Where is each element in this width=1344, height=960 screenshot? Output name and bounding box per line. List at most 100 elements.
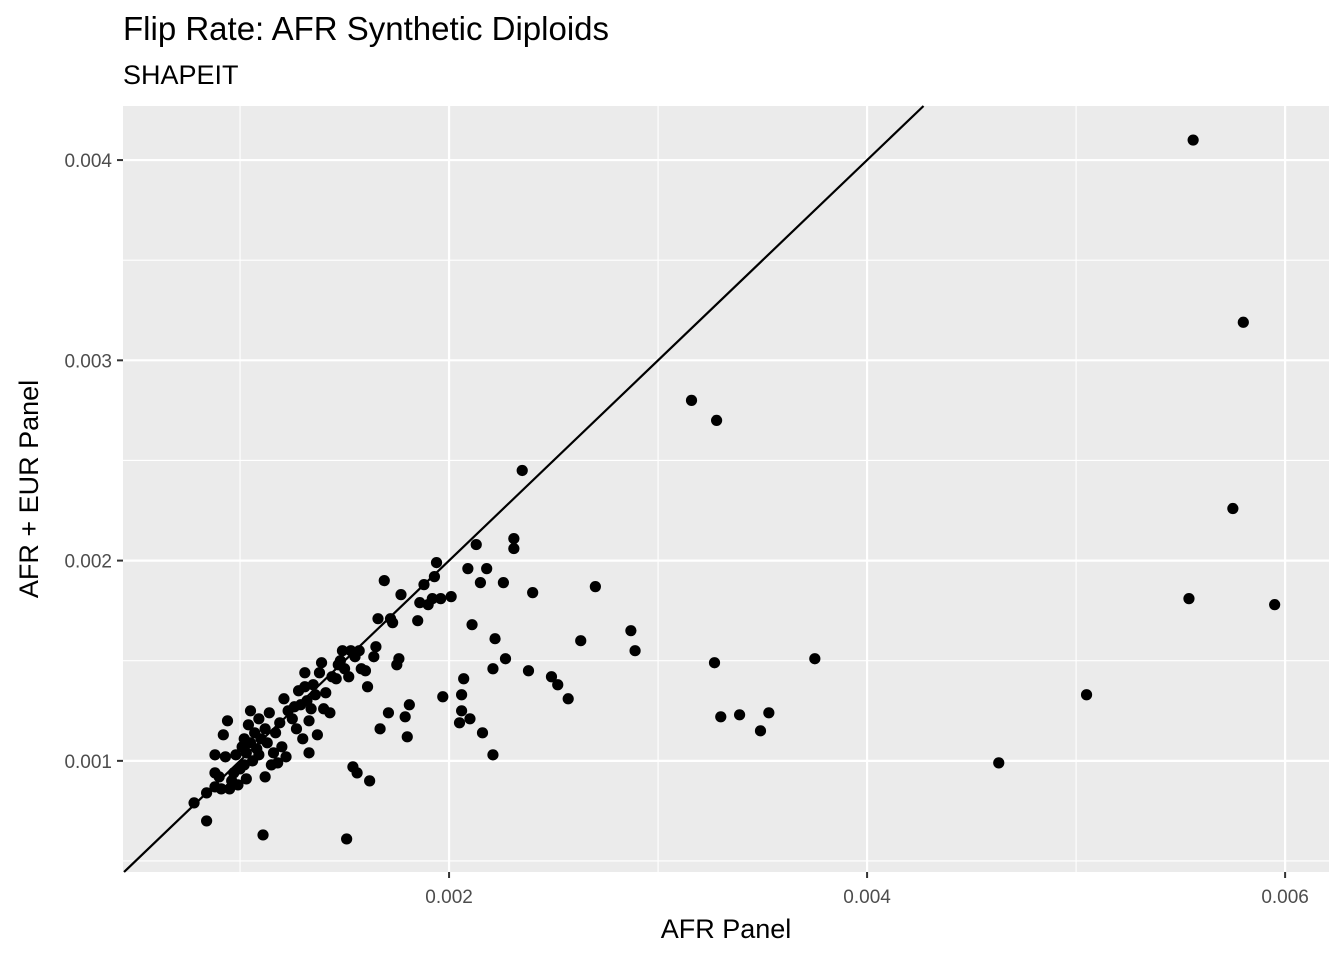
data-point [458, 673, 470, 685]
data-point [403, 699, 415, 711]
data-point [1227, 502, 1239, 515]
data-point [625, 625, 637, 637]
data-point [497, 577, 510, 589]
data-point [522, 665, 535, 677]
data-point [299, 667, 311, 679]
data-point [341, 833, 353, 845]
data-point [378, 575, 390, 587]
data-point [387, 617, 399, 629]
data-point [499, 653, 512, 665]
data-point [219, 751, 232, 763]
data-point [305, 703, 317, 715]
data-point [1187, 134, 1199, 146]
data-point [552, 679, 564, 691]
data-point [217, 729, 229, 741]
data-point [508, 532, 520, 545]
data-point [763, 707, 775, 719]
data-point [481, 563, 493, 575]
data-point [364, 775, 376, 787]
data-point [259, 771, 271, 783]
data-point [290, 723, 303, 735]
y-tick-label: 0.004 [64, 151, 112, 172]
y-tick-label: 0.003 [64, 351, 112, 372]
data-point [1269, 599, 1281, 611]
data-point [324, 707, 336, 719]
data-point [269, 727, 282, 739]
data-point [370, 641, 382, 653]
y-axis: 0.001 0.002 0.003 0.004 [64, 151, 123, 773]
data-point [257, 829, 269, 841]
data-points [188, 134, 1281, 845]
data-point [685, 394, 698, 406]
data-point [430, 556, 443, 569]
data-point [993, 757, 1005, 769]
data-point [754, 725, 767, 737]
data-point [508, 542, 520, 555]
data-point [395, 589, 407, 601]
data-point [299, 681, 311, 693]
data-point [336, 645, 349, 657]
data-point [230, 749, 242, 761]
identity-reference-line [123, 105, 925, 873]
data-point [545, 671, 558, 683]
data-point [263, 707, 275, 719]
data-point [399, 711, 411, 723]
data-point [359, 665, 372, 677]
data-point [516, 464, 528, 477]
data-point [309, 689, 321, 701]
x-tick-label: 0.002 [425, 887, 473, 908]
data-point [374, 723, 386, 735]
x-tick-label: 0.006 [1261, 887, 1309, 908]
data-point [470, 538, 482, 551]
data-point [244, 705, 257, 717]
data-point [238, 759, 250, 771]
data-point [453, 717, 466, 729]
data-point [708, 657, 721, 669]
data-point [303, 715, 315, 727]
y-axis-title: AFR + EUR Panel [14, 380, 44, 598]
data-point [562, 693, 574, 705]
data-point [351, 767, 363, 779]
data-point [809, 653, 821, 665]
x-tick-label: 0.004 [843, 887, 891, 908]
data-point [267, 747, 280, 759]
chart-title: Flip Rate: AFR Synthetic Diploids [123, 10, 609, 47]
data-point [259, 723, 271, 735]
data-point [242, 719, 255, 731]
data-point [629, 645, 641, 657]
data-point [589, 581, 601, 593]
data-point [426, 593, 438, 605]
data-point [476, 727, 489, 739]
data-point [330, 673, 342, 685]
data-point [1080, 689, 1093, 701]
data-point [414, 597, 426, 609]
data-point [368, 651, 380, 663]
data-point [261, 737, 273, 749]
x-axis: 0.002 0.004 0.006 [425, 872, 1309, 908]
data-point [253, 749, 265, 761]
data-point [575, 635, 587, 647]
data-point [464, 713, 476, 725]
data-point [253, 713, 265, 725]
data-point [455, 689, 468, 701]
data-point [1183, 593, 1195, 605]
data-point [474, 577, 487, 589]
data-point [455, 705, 468, 717]
data-point [343, 671, 355, 683]
plot-panel [123, 106, 1329, 872]
data-point [297, 733, 309, 745]
major-gridlines [123, 106, 1329, 872]
data-point [215, 783, 227, 795]
data-point [428, 571, 441, 583]
data-point [232, 779, 244, 791]
data-point [412, 615, 424, 627]
data-point [311, 729, 323, 741]
data-point [240, 747, 252, 759]
y-tick-label: 0.002 [64, 552, 112, 573]
data-point [487, 663, 499, 675]
data-point [715, 711, 727, 723]
data-point [372, 613, 384, 625]
data-point [401, 731, 413, 743]
data-point [733, 709, 746, 721]
data-point [466, 619, 478, 631]
